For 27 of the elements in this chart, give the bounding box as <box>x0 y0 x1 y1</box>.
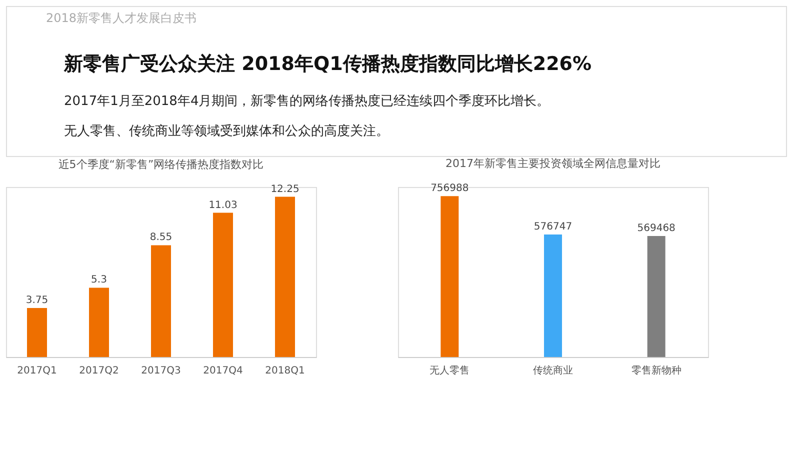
data-label: 569468 <box>637 222 676 234</box>
chart-title: 近5个季度“新零售”网络传播热度指数对比 <box>58 158 264 171</box>
x-tick-label: 2017Q1 <box>17 366 57 376</box>
text: 无人零售、传统商业等领域受到媒体和公众的高度关注。 <box>64 123 389 139</box>
data-label: 5.3 <box>91 274 107 286</box>
bar <box>275 196 295 357</box>
data-label: 576747 <box>534 221 572 232</box>
chart-title: 2017年新零售主要投资领域全网信息量对比 <box>446 157 660 170</box>
bar <box>89 288 109 357</box>
x-tick-label: 2017Q2 <box>79 366 119 376</box>
bar <box>27 308 47 357</box>
data-label: 11.03 <box>208 200 238 211</box>
text: 新零售广受公众关注 2018年Q1传播热度指数同比增长226% <box>63 53 592 75</box>
data-label: 12.25 <box>270 184 300 195</box>
data-label: 756988 <box>430 183 469 194</box>
x-tick-label: 零售新物种 <box>631 364 682 376</box>
bar <box>151 245 171 357</box>
text: 2018新零售人才发展白皮书 <box>46 11 197 25</box>
bar <box>213 212 233 357</box>
x-tick-label: 无人零售 <box>430 364 470 376</box>
data-label: 8.55 <box>150 232 172 244</box>
x-tick-label: 2017Q3 <box>141 366 181 376</box>
text: 2017年1月至2018年4月期间，新零售的网络传播热度已经连续四个季度环比增长。 <box>64 93 550 109</box>
data-label: 3.75 <box>26 294 48 306</box>
x-tick-label: 2017Q4 <box>203 366 243 376</box>
x-tick-label: 传统商业 <box>533 364 573 376</box>
x-tick-label: 2018Q1 <box>265 366 305 376</box>
